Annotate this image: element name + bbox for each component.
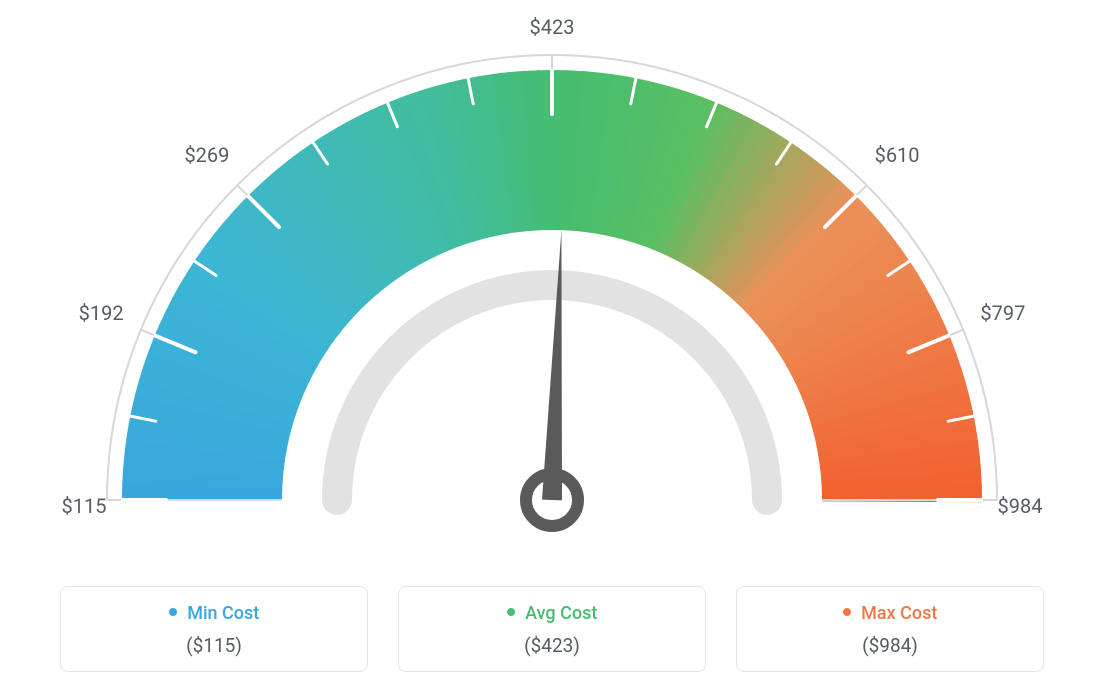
gauge-tick-label: $797 [980, 301, 1025, 325]
legend-title-text-avg: Avg Cost [525, 603, 597, 624]
legend-card-avg: Avg Cost ($423) [398, 586, 706, 672]
legend-value-min: ($115) [71, 634, 357, 657]
gauge-tick-label: $269 [184, 143, 229, 167]
legend-value-avg: ($423) [409, 634, 695, 657]
gauge-tick-label: $115 [62, 494, 107, 518]
legend-title-avg: Avg Cost [409, 603, 695, 624]
legend-dot-max [843, 608, 851, 616]
gauge-tick-label: $423 [530, 15, 575, 39]
legend-title-text-max: Max Cost [861, 603, 937, 624]
cost-gauge-chart: $115 $192 $269 $423 $610 $797 $984 [0, 0, 1104, 560]
legend-row: Min Cost ($115) Avg Cost ($423) Max Cost… [0, 586, 1104, 672]
legend-title-text-min: Min Cost [187, 603, 259, 624]
legend-title-min: Min Cost [71, 603, 357, 624]
gauge-tick-label: $984 [998, 494, 1043, 518]
gauge-tick-label: $610 [875, 143, 920, 167]
legend-title-max: Max Cost [747, 603, 1033, 624]
legend-card-max: Max Cost ($984) [736, 586, 1044, 672]
gauge-svg [0, 0, 1104, 560]
legend-dot-min [169, 608, 177, 616]
legend-value-max: ($984) [747, 634, 1033, 657]
gauge-tick-label: $192 [79, 301, 124, 325]
legend-dot-avg [507, 608, 515, 616]
legend-card-min: Min Cost ($115) [60, 586, 368, 672]
